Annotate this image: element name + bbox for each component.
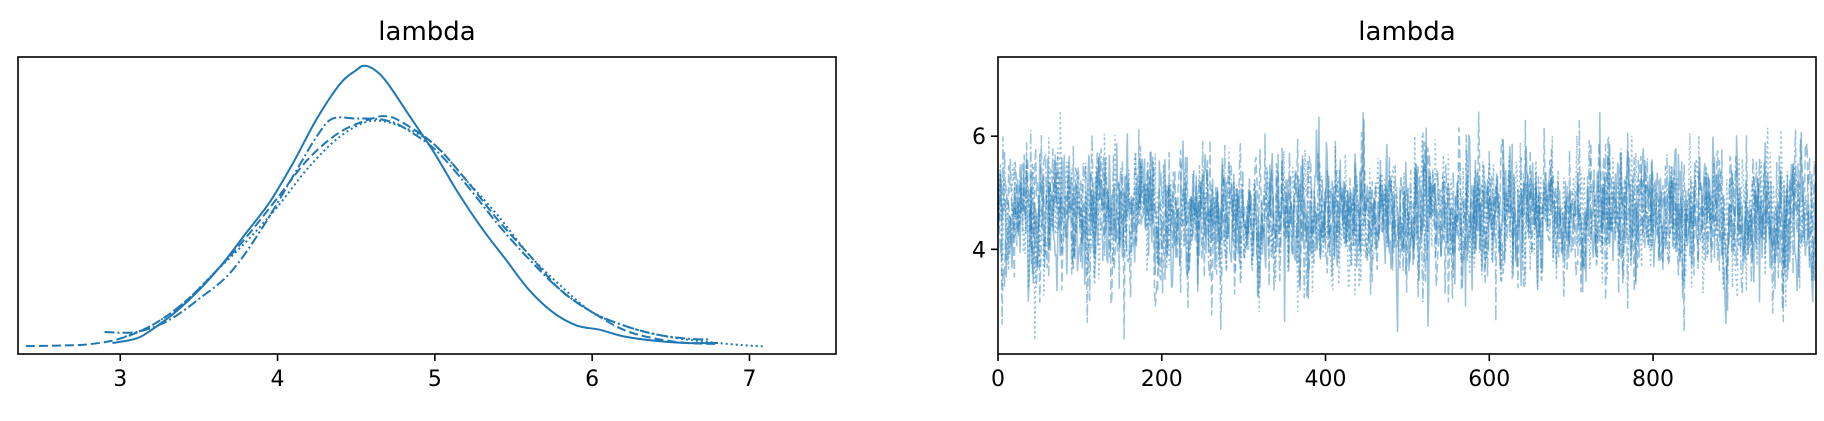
kde-x-tick-label: 6 (585, 367, 599, 392)
trace-plot-frame (997, 56, 1817, 355)
kde-x-ticks: 3 4 5 6 7 (113, 354, 756, 392)
trace-title: lambda (1358, 17, 1455, 47)
trace-x-tick-label: 800 (1632, 367, 1674, 392)
trace-chain-1 (997, 110, 1817, 340)
kde-x-tick-label: 5 (428, 367, 442, 392)
kde-line-dashed (25, 115, 719, 348)
kde-title: lambda (378, 17, 475, 47)
kde-line-dotted (119, 119, 766, 348)
kde-panel: lambda 3 4 5 6 7 (17, 17, 837, 392)
trace-chain-0 (997, 112, 1817, 333)
trace-chain-2 (997, 111, 1817, 340)
trace-x-tick-label: 400 (1305, 367, 1347, 392)
trace-x-tick-label: 200 (1141, 367, 1183, 392)
kde-plot-frame (17, 56, 837, 355)
kde-lines (25, 64, 766, 348)
trace-x-tick-label: 600 (1468, 367, 1510, 392)
trace-y-ticks: 46 (972, 125, 998, 263)
kde-line-solid (112, 64, 719, 345)
trace-panel: lambda 0 200 400 600 800 46 (972, 17, 1817, 392)
trace-chain-3 (997, 120, 1817, 330)
trace-x-tick-label: 0 (991, 367, 1005, 392)
kde-line-dashdot (104, 116, 711, 341)
trace-x-ticks: 0 200 400 600 800 (991, 354, 1674, 392)
trace-y-tick-label: 6 (972, 125, 986, 150)
kde-x-tick-label: 3 (113, 367, 127, 392)
kde-x-tick-label: 4 (271, 367, 285, 392)
trace-lines (997, 110, 1817, 340)
trace-y-tick-label: 4 (972, 238, 986, 263)
kde-x-tick-label: 7 (742, 367, 756, 392)
